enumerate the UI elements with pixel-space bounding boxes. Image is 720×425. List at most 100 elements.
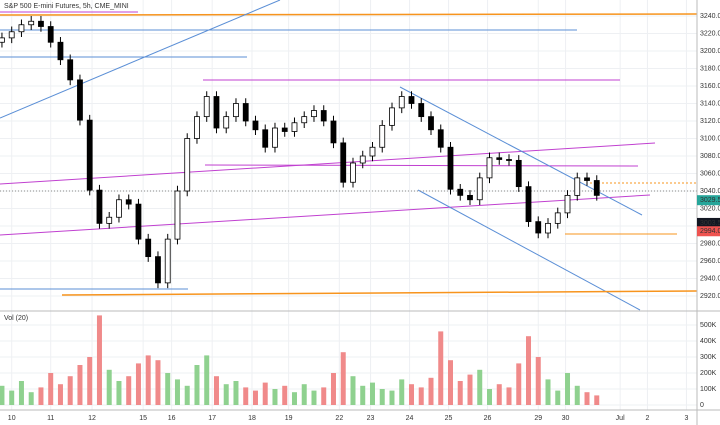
candle-body bbox=[418, 103, 425, 118]
candle-body bbox=[281, 127, 288, 132]
y-tick-label: 100K bbox=[700, 386, 717, 393]
volume-bar bbox=[262, 382, 268, 405]
price-label-box bbox=[697, 226, 720, 237]
y-tick-label: 300K bbox=[700, 354, 717, 361]
candle-body bbox=[116, 199, 122, 218]
volume-bar bbox=[301, 384, 307, 405]
volume-bar bbox=[340, 352, 346, 405]
volume-bar bbox=[194, 365, 200, 405]
x-tick-label: 10 bbox=[8, 415, 16, 422]
volume-bar bbox=[457, 381, 463, 405]
candle-body bbox=[467, 194, 473, 201]
volume-bar bbox=[165, 373, 171, 405]
y-tick-label: 3100.00 bbox=[700, 135, 720, 142]
y-tick-label: 2920.00 bbox=[700, 293, 720, 300]
candle-body bbox=[67, 59, 74, 81]
chart-title: S&P 500 E-mini Futures, 5h, CME_MINI bbox=[4, 3, 129, 10]
volume-bar bbox=[584, 392, 590, 405]
y-tick-label: 0 bbox=[700, 402, 704, 409]
y-tick-label: 3120.00 bbox=[700, 118, 720, 125]
volume-bar bbox=[399, 379, 405, 405]
volume-bar bbox=[477, 369, 483, 405]
candle-body bbox=[223, 116, 230, 129]
x-tick-label: 23 bbox=[367, 415, 375, 422]
y-tick-label: 3240.00 bbox=[700, 13, 720, 20]
y-tick-label: 2960.00 bbox=[700, 258, 720, 265]
candle-body bbox=[457, 188, 464, 196]
x-tick-label: 24 bbox=[406, 415, 414, 422]
volume-bar bbox=[57, 384, 63, 405]
candle-body bbox=[350, 162, 356, 183]
volume-bar bbox=[96, 315, 102, 405]
y-tick-label: 3160.00 bbox=[700, 83, 720, 90]
x-tick-label: 29 bbox=[534, 415, 542, 422]
x-tick-label: 18 bbox=[248, 415, 256, 422]
volume-bar bbox=[506, 387, 512, 405]
volume-title: Vol (20) bbox=[4, 315, 28, 322]
price-label: 3029.50 bbox=[700, 197, 720, 204]
volume-bar bbox=[467, 374, 473, 405]
candle-body bbox=[213, 96, 220, 129]
y-tick-label: 3220.00 bbox=[700, 30, 720, 37]
candle-body bbox=[330, 120, 337, 144]
trend-line bbox=[61, 290, 698, 296]
volume-bar bbox=[350, 376, 356, 405]
x-tick-label: 26 bbox=[484, 415, 492, 422]
candle-body bbox=[96, 189, 103, 224]
candle-body bbox=[545, 222, 551, 234]
candle-body bbox=[369, 146, 376, 157]
volume-bar bbox=[321, 387, 327, 405]
trend-line bbox=[417, 189, 641, 311]
candle-body bbox=[77, 79, 83, 121]
volume-bar bbox=[213, 376, 219, 405]
candle-body bbox=[584, 177, 590, 181]
candle-body bbox=[262, 129, 269, 148]
candle-body bbox=[476, 177, 483, 201]
candle-body bbox=[554, 212, 561, 224]
y-tick-label: 200K bbox=[700, 370, 717, 377]
candle-body bbox=[311, 110, 317, 118]
candle-body bbox=[86, 119, 93, 191]
candle-body bbox=[57, 41, 64, 61]
x-tick-label: 19 bbox=[285, 415, 293, 422]
x-tick-label: 25 bbox=[445, 415, 453, 422]
volume-bar bbox=[311, 390, 317, 405]
price-label-box bbox=[697, 195, 720, 206]
candle-body bbox=[38, 20, 44, 27]
volume-bar bbox=[389, 390, 395, 405]
volume-bar bbox=[174, 379, 180, 405]
candle-body bbox=[564, 194, 571, 214]
volume-bar bbox=[116, 381, 122, 405]
volume-bar bbox=[18, 381, 24, 405]
volume-bar bbox=[291, 392, 297, 405]
trend-line bbox=[0, 13, 698, 16]
x-tick-label: 2 bbox=[646, 415, 650, 422]
volume-bar bbox=[233, 381, 239, 405]
candle-body bbox=[486, 157, 493, 179]
grid bbox=[0, 0, 697, 410]
candle-body bbox=[389, 107, 395, 126]
y-tick-label: 400K bbox=[700, 338, 717, 345]
y-tick-label: 500K bbox=[700, 322, 717, 329]
volume-bar bbox=[0, 385, 5, 405]
candle-body bbox=[574, 177, 581, 196]
candle-body bbox=[593, 180, 600, 196]
trend-line bbox=[0, 194, 651, 236]
x-tick-label: Jul bbox=[616, 415, 625, 422]
candle-body bbox=[106, 216, 113, 224]
candle-body bbox=[242, 103, 249, 122]
price-label: 2994.00 bbox=[700, 228, 720, 235]
candle-body bbox=[428, 116, 434, 131]
candle-body bbox=[174, 190, 181, 240]
x-tick-label: 15 bbox=[139, 415, 147, 422]
volume-bar bbox=[496, 384, 502, 405]
volume-bar bbox=[252, 390, 258, 405]
trend-line bbox=[399, 86, 643, 216]
candle-body bbox=[291, 122, 298, 132]
candle-body bbox=[203, 96, 210, 118]
volume-bar bbox=[408, 384, 414, 405]
x-tick-label: 22 bbox=[335, 415, 343, 422]
candle-body bbox=[135, 203, 142, 240]
candle-body bbox=[379, 124, 386, 148]
x-tick-label: 17 bbox=[208, 415, 216, 422]
